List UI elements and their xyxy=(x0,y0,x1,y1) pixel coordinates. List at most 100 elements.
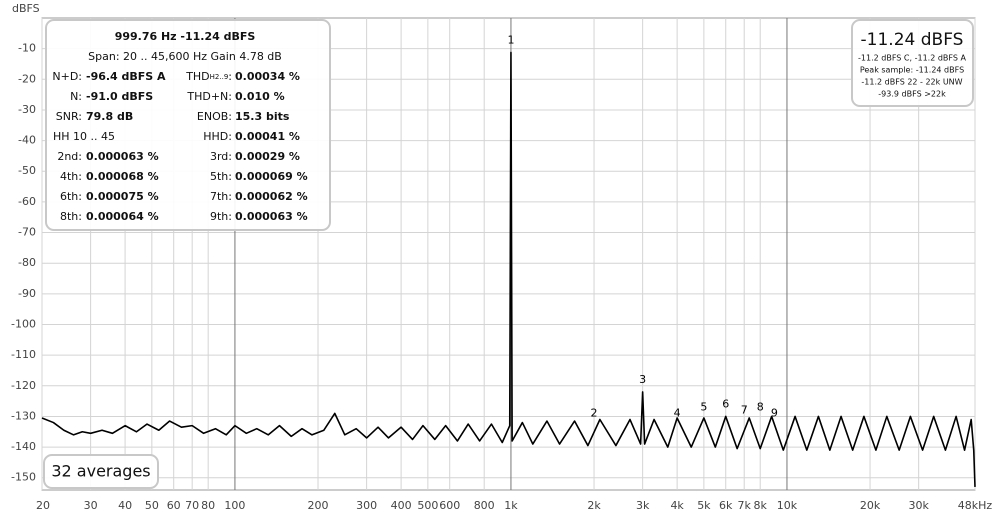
level-panel xyxy=(851,19,974,107)
y-tick-label: -90 xyxy=(18,287,36,300)
x-tick-label: 6k xyxy=(719,499,733,512)
y-tick-label: -70 xyxy=(18,226,36,239)
info-label: 8th: xyxy=(60,210,82,223)
harmonic-label: 1 xyxy=(507,33,514,46)
info-label: THDH2..9: xyxy=(185,70,232,83)
level-line: -93.9 dBFS >22k xyxy=(878,90,946,99)
info-label-part: THD xyxy=(185,70,209,83)
x-tick-label: 50 xyxy=(145,499,159,512)
info-label: HHD: xyxy=(203,130,232,143)
info-label: 3rd: xyxy=(210,150,232,163)
level-line: -11.2 dBFS C, -11.2 dBFS A xyxy=(858,54,966,63)
y-tick-label: -130 xyxy=(11,409,36,422)
y-tick-label: -50 xyxy=(18,164,36,177)
x-tick-label: 48kHz xyxy=(958,499,993,512)
info-label: 4th: xyxy=(60,170,82,183)
y-tick-label: -100 xyxy=(11,317,36,330)
x-tick-label: 80 xyxy=(201,499,215,512)
trace-layer xyxy=(41,51,976,487)
x-tick-label: 30 xyxy=(84,499,98,512)
info-value: 0.000069 % xyxy=(235,170,308,183)
info-label: ENOB: xyxy=(197,110,232,123)
y-tick-label: -140 xyxy=(11,440,36,453)
averages-label: 32 averages xyxy=(51,462,150,481)
spectrum-line xyxy=(41,51,976,487)
info-value: 0.00041 % xyxy=(235,130,300,143)
y-tick-label: -40 xyxy=(18,134,36,147)
y-axis-label: dBFS xyxy=(12,2,40,15)
info-label: HH 10 .. 45 xyxy=(53,130,115,143)
info-value: 0.010 % xyxy=(235,90,285,103)
y-tick-label: -110 xyxy=(11,348,36,361)
x-tick-label: 30k xyxy=(908,499,929,512)
info-label: THD+N: xyxy=(186,90,232,103)
info-label: N+D: xyxy=(52,70,82,83)
info-value: -91.0 dBFS xyxy=(86,90,153,103)
y-tick-label: -80 xyxy=(18,256,36,269)
info-value: 15.3 bits xyxy=(235,110,290,123)
info-label: 6th: xyxy=(60,190,82,203)
level-line: Peak sample: -11.24 dBFS xyxy=(860,66,964,75)
info-title: 999.76 Hz -11.24 dBFS xyxy=(115,30,256,43)
info-value: 79.8 dB xyxy=(86,110,133,123)
info-value: 0.000062 % xyxy=(235,190,308,203)
info-value: 0.00034 % xyxy=(235,70,300,83)
info-label: 9th: xyxy=(210,210,232,223)
harmonic-label: 5 xyxy=(700,401,707,414)
info-label: 7th: xyxy=(210,190,232,203)
x-tick-label: 7k xyxy=(738,499,752,512)
averages-panel xyxy=(43,454,159,489)
overlay-layer: 1 2 3 4 5 6 7 8 9 999.76 Hz -11.24 dBFS Span: 20 .… xyxy=(43,19,974,489)
y-tick-label: -120 xyxy=(11,379,36,392)
x-tick-label: 5k xyxy=(697,499,711,512)
harmonic-label: 7 xyxy=(741,404,748,417)
info-value: 0.000063 % xyxy=(86,150,159,163)
x-tick-label: 8k xyxy=(754,499,768,512)
x-tick-label: 1k xyxy=(504,499,518,512)
y-tick-label: -60 xyxy=(18,195,36,208)
info-value: 0.000064 % xyxy=(86,210,159,223)
info-label: 2nd: xyxy=(57,150,82,163)
harmonic-label: 3 xyxy=(639,373,646,386)
x-tick-label: 800 xyxy=(474,499,495,512)
x-tick-label: 60 xyxy=(167,499,181,512)
info-value: 0.000075 % xyxy=(86,190,159,203)
info-label: SNR: xyxy=(56,110,82,123)
x-tick-label: 4k xyxy=(670,499,684,512)
grid xyxy=(41,18,976,490)
x-tick-label: 300 xyxy=(356,499,377,512)
level-line: -11.2 dBFS 22 - 22k UNW xyxy=(861,78,962,87)
info-label: 5th: xyxy=(210,170,232,183)
x-tick-label: 20 xyxy=(36,499,50,512)
info-span: Span: 20 .. 45,600 Hz Gain 4.78 dB xyxy=(88,50,282,63)
info-label: N: xyxy=(70,90,82,103)
x-tick-label: 600 xyxy=(439,499,460,512)
info-panel xyxy=(45,19,331,231)
harmonic-label: 9 xyxy=(771,407,778,420)
harmonic-label: 2 xyxy=(591,407,598,420)
info-value: 0.00029 % xyxy=(235,150,300,163)
info-value: -96.4 dBFS A xyxy=(86,70,166,83)
y-tick-label: -150 xyxy=(11,471,36,484)
y-tick-label: -30 xyxy=(18,103,36,116)
y-tick-label: -20 xyxy=(18,72,36,85)
x-tick-label: 400 xyxy=(391,499,412,512)
x-tick-label: 70 xyxy=(185,499,199,512)
level-main: -11.24 dBFS xyxy=(861,30,964,50)
x-tick-label: 100 xyxy=(224,499,245,512)
x-tick-label: 40 xyxy=(118,499,132,512)
x-tick-label: 3k xyxy=(636,499,650,512)
harmonic-label: 4 xyxy=(674,407,681,420)
x-tick-label: 10k xyxy=(777,499,798,512)
x-tick-label: 500 xyxy=(417,499,438,512)
info-value: 0.000068 % xyxy=(86,170,159,183)
info-label-part: H2..9 xyxy=(210,73,229,81)
info-value: 0.000063 % xyxy=(235,210,308,223)
harmonic-label: 6 xyxy=(722,397,729,410)
info-label-part: : xyxy=(228,70,232,83)
x-tick-label: 200 xyxy=(308,499,329,512)
harmonic-label: 8 xyxy=(757,401,764,414)
y-tick-label: -10 xyxy=(18,42,36,55)
